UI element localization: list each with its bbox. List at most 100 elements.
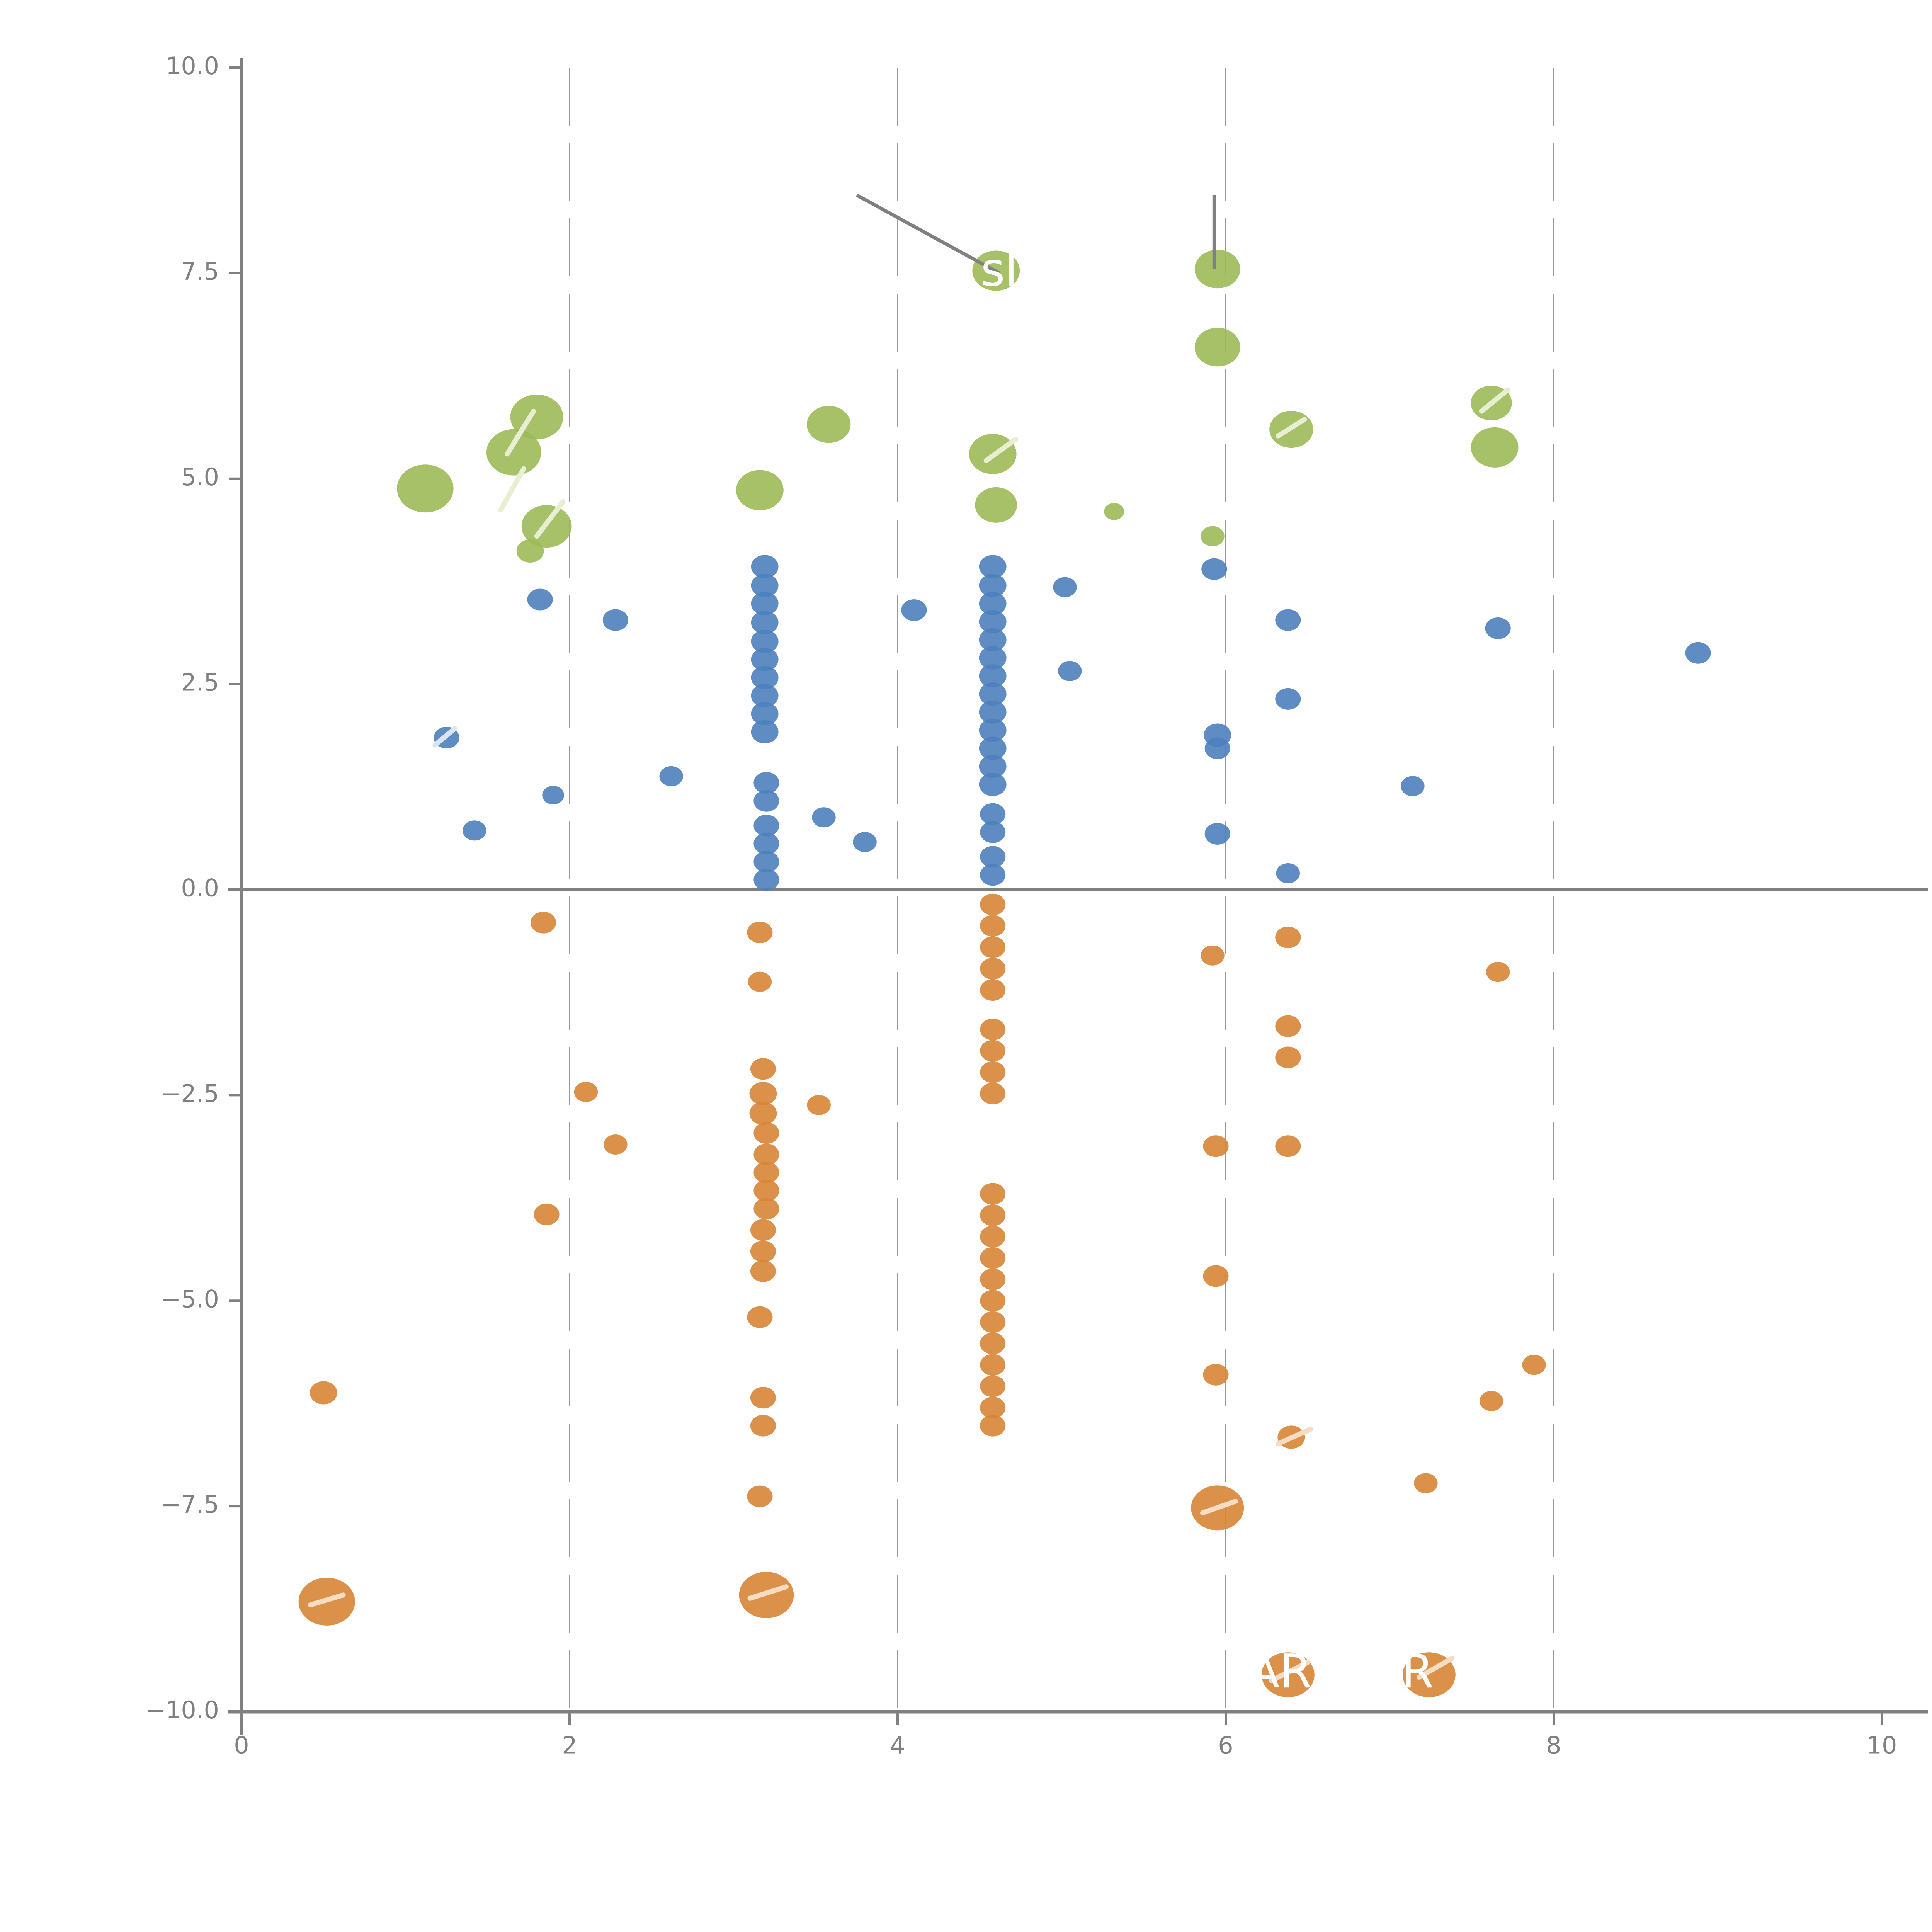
data-point[interactable] bbox=[980, 1061, 1006, 1083]
data-point[interactable] bbox=[751, 720, 779, 744]
data-point[interactable] bbox=[980, 979, 1006, 1001]
data-point[interactable] bbox=[1201, 526, 1225, 546]
data-point[interactable] bbox=[1058, 661, 1082, 681]
data-point[interactable] bbox=[604, 1134, 628, 1155]
data-point[interactable] bbox=[753, 815, 779, 837]
data-point[interactable] bbox=[980, 1415, 1006, 1437]
data-point[interactable] bbox=[980, 1226, 1006, 1248]
data-point[interactable] bbox=[812, 807, 836, 828]
data-point[interactable] bbox=[602, 609, 628, 631]
data-point[interactable] bbox=[980, 1311, 1006, 1333]
data-point[interactable] bbox=[975, 487, 1017, 523]
data-point[interactable] bbox=[751, 611, 779, 634]
data-point[interactable] bbox=[980, 1268, 1006, 1290]
data-point[interactable] bbox=[1275, 926, 1301, 948]
data-point[interactable] bbox=[310, 1381, 337, 1405]
data-point[interactable] bbox=[980, 1396, 1006, 1418]
data-point[interactable] bbox=[753, 1197, 779, 1219]
data-point[interactable] bbox=[750, 1415, 776, 1437]
data-point[interactable] bbox=[1203, 1135, 1229, 1157]
data-point[interactable] bbox=[534, 1203, 560, 1225]
data-point[interactable] bbox=[1275, 1135, 1301, 1157]
data-point[interactable] bbox=[1685, 642, 1711, 664]
data-point[interactable] bbox=[747, 1306, 773, 1328]
data-point[interactable] bbox=[751, 666, 779, 689]
data-point[interactable] bbox=[1401, 776, 1425, 796]
data-point[interactable] bbox=[979, 592, 1007, 616]
data-point[interactable] bbox=[979, 610, 1007, 633]
data-point[interactable] bbox=[1486, 962, 1510, 982]
data-point[interactable] bbox=[1203, 1364, 1229, 1386]
data-point[interactable] bbox=[1201, 558, 1227, 580]
data-point[interactable] bbox=[747, 1485, 773, 1507]
data-point[interactable] bbox=[980, 957, 1006, 980]
data-point[interactable] bbox=[980, 864, 1006, 886]
data-point[interactable] bbox=[542, 786, 564, 804]
data-point[interactable] bbox=[659, 766, 683, 786]
data-point[interactable] bbox=[751, 684, 779, 707]
data-point[interactable] bbox=[749, 1102, 777, 1125]
data-point[interactable] bbox=[748, 971, 772, 992]
data-point[interactable] bbox=[979, 773, 1007, 796]
data-point[interactable] bbox=[1275, 1015, 1301, 1037]
data-point[interactable] bbox=[980, 821, 1006, 843]
data-point[interactable] bbox=[1276, 863, 1300, 883]
data-point[interactable] bbox=[486, 429, 541, 476]
data-point[interactable] bbox=[463, 820, 486, 841]
data-point[interactable] bbox=[980, 1332, 1006, 1354]
data-point[interactable] bbox=[980, 1019, 1006, 1041]
data-point[interactable] bbox=[753, 1143, 779, 1165]
data-point[interactable] bbox=[750, 1219, 776, 1241]
data-point[interactable] bbox=[1201, 945, 1225, 966]
data-point[interactable] bbox=[853, 832, 877, 852]
data-point[interactable] bbox=[753, 869, 779, 891]
data-point[interactable] bbox=[979, 555, 1007, 578]
data-point[interactable] bbox=[980, 1040, 1006, 1062]
data-point[interactable] bbox=[1194, 328, 1240, 367]
data-point[interactable] bbox=[753, 1180, 779, 1202]
data-point[interactable] bbox=[531, 912, 556, 934]
data-point[interactable] bbox=[979, 682, 1007, 706]
data-point[interactable] bbox=[980, 893, 1006, 915]
data-point[interactable] bbox=[747, 922, 773, 944]
data-point[interactable] bbox=[1053, 577, 1077, 597]
data-point[interactable] bbox=[753, 851, 779, 873]
data-point[interactable] bbox=[750, 1058, 776, 1080]
data-point[interactable] bbox=[980, 915, 1006, 937]
data-point[interactable] bbox=[753, 833, 779, 855]
data-point[interactable] bbox=[749, 1082, 777, 1105]
data-point[interactable] bbox=[979, 664, 1007, 688]
data-point[interactable] bbox=[980, 1204, 1006, 1226]
data-point[interactable] bbox=[1485, 617, 1511, 639]
data-point[interactable] bbox=[980, 803, 1006, 825]
data-point[interactable] bbox=[980, 936, 1006, 958]
data-point[interactable] bbox=[1275, 1046, 1301, 1068]
data-point[interactable] bbox=[979, 755, 1007, 778]
data-point[interactable] bbox=[1203, 1265, 1229, 1287]
data-point[interactable] bbox=[1522, 1355, 1546, 1375]
data-point[interactable] bbox=[753, 772, 779, 794]
data-point[interactable] bbox=[751, 629, 779, 653]
data-point[interactable] bbox=[753, 790, 779, 812]
data-point[interactable] bbox=[753, 1162, 779, 1184]
data-point[interactable] bbox=[751, 592, 779, 616]
data-point[interactable] bbox=[1204, 737, 1230, 759]
data-point[interactable] bbox=[980, 1290, 1006, 1312]
data-point[interactable] bbox=[979, 574, 1007, 597]
data-point[interactable] bbox=[1275, 609, 1301, 631]
data-point[interactable] bbox=[1480, 1391, 1503, 1411]
series-positive-low[interactable] bbox=[434, 555, 1711, 891]
data-point[interactable] bbox=[980, 1183, 1006, 1205]
data-point[interactable] bbox=[1275, 688, 1301, 710]
data-point[interactable] bbox=[751, 648, 779, 671]
data-point[interactable] bbox=[1104, 503, 1124, 520]
data-point[interactable] bbox=[751, 574, 779, 597]
data-point[interactable] bbox=[901, 599, 927, 621]
data-point[interactable] bbox=[750, 1240, 776, 1262]
data-point[interactable] bbox=[979, 700, 1007, 724]
data-point[interactable] bbox=[1471, 427, 1519, 468]
data-point[interactable] bbox=[807, 1095, 831, 1115]
data-point[interactable] bbox=[980, 1375, 1006, 1397]
data-point[interactable] bbox=[807, 406, 851, 443]
